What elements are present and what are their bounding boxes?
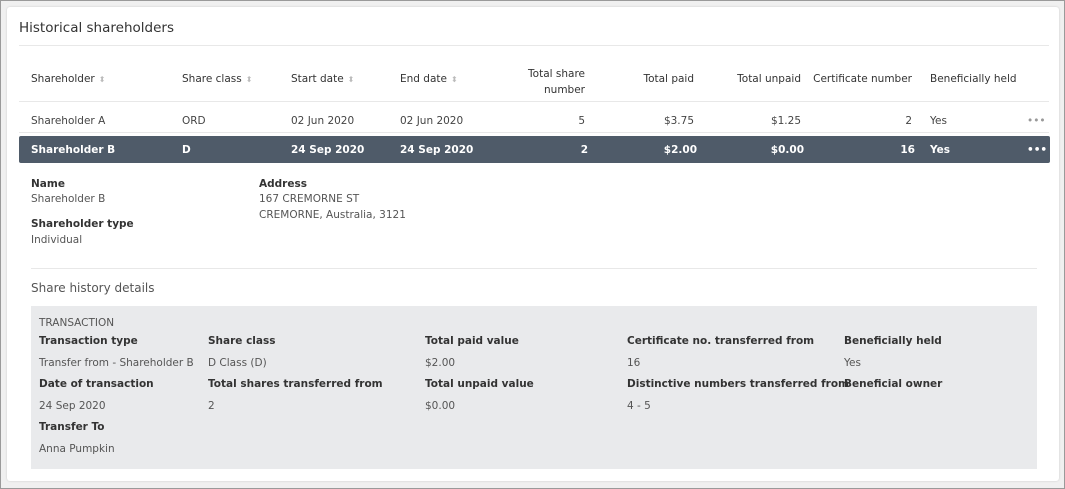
sort-icon: ⬍	[347, 75, 355, 84]
header-total-paid: Total paid	[643, 73, 694, 85]
field-value: 16	[627, 357, 641, 369]
divider	[19, 45, 1049, 46]
transaction-box: TRANSACTION Transaction type Transfer fro…	[31, 306, 1037, 469]
field-label: Total unpaid value	[425, 378, 534, 390]
cell-total-share-number: 2	[580, 144, 588, 156]
share-history-title: Share history details	[31, 281, 155, 295]
sort-icon: ⬍	[245, 75, 253, 84]
table-row-selected[interactable]: Shareholder B D 24 Sep 2020 24 Sep 2020 …	[19, 136, 1050, 163]
field-value: Yes	[844, 357, 861, 369]
address-label: Address	[259, 178, 307, 190]
cell-share-class: D	[182, 144, 191, 156]
header-start-date[interactable]: Start date ⬍	[291, 73, 355, 85]
cell-start-date: 02 Jun 2020	[291, 115, 355, 127]
field-value: 4 - 5	[627, 400, 651, 412]
name-label: Name	[31, 178, 65, 190]
cell-total-share-number: 5	[578, 115, 585, 127]
section-label: TRANSACTION	[39, 317, 115, 329]
divider	[19, 132, 1049, 133]
cell-shareholder: Shareholder A	[31, 115, 106, 127]
header-end-date[interactable]: End date ⬍	[400, 73, 458, 85]
field-value: 2	[208, 400, 215, 412]
cell-total-paid: $3.75	[663, 115, 694, 127]
cell-total-paid: $2.00	[663, 144, 697, 156]
sort-icon: ⬍	[98, 75, 106, 84]
divider	[19, 101, 1049, 102]
address-line1: 167 CREMORNE ST	[259, 193, 360, 205]
header-shareholder[interactable]: Shareholder ⬍	[31, 73, 106, 85]
field-label: Total paid value	[425, 335, 519, 347]
cell-certificate-number: 16	[900, 144, 915, 156]
cell-total-unpaid: $1.25	[770, 115, 801, 127]
cell-end-date: 02 Jun 2020	[400, 115, 464, 127]
cell-total-unpaid: $0.00	[770, 144, 804, 156]
cell-share-class: ORD	[182, 115, 206, 127]
address-line2: CREMORNE, Australia, 3121	[259, 209, 406, 221]
divider	[31, 268, 1037, 269]
sort-icon: ⬍	[450, 75, 458, 84]
cell-end-date: 24 Sep 2020	[400, 144, 474, 156]
cell-certificate-number: 2	[905, 115, 912, 127]
field-value: $2.00	[425, 357, 456, 369]
more-options-icon[interactable]: •••	[1027, 115, 1046, 127]
historical-shareholders-card: Historical shareholders Shareholder ⬍ Sha…	[7, 7, 1059, 481]
type-label: Shareholder type	[31, 218, 134, 230]
field-label: Distinctive numbers transferred from	[627, 378, 849, 390]
field-label: Certificate no. transferred from	[627, 335, 815, 347]
field-label: Transaction type	[39, 335, 138, 347]
field-label: Beneficial owner	[844, 378, 943, 390]
more-options-icon[interactable]: •••	[1027, 144, 1048, 156]
field-value: D Class (D)	[208, 357, 267, 369]
field-label: Beneficially held	[844, 335, 942, 347]
header-beneficially-held: Beneficially held	[930, 73, 1017, 85]
cell-shareholder: Shareholder B	[31, 144, 116, 156]
field-value: Transfer from - Shareholder B	[39, 357, 194, 369]
field-label: Transfer To	[39, 421, 105, 433]
field-label: Share class	[208, 335, 276, 347]
cell-beneficially-held: Yes	[930, 144, 951, 156]
header-certificate-number: Certificate number	[813, 73, 912, 85]
header-total-share-number: Total share number	[528, 68, 585, 96]
field-value: Anna Pumpkin	[39, 443, 115, 455]
header-total-unpaid: Total unpaid	[737, 73, 801, 85]
name-value: Shareholder B	[31, 193, 106, 205]
cell-beneficially-held: Yes	[930, 115, 947, 127]
type-value: Individual	[31, 234, 83, 246]
cell-start-date: 24 Sep 2020	[291, 144, 365, 156]
field-value: 24 Sep 2020	[39, 400, 106, 412]
page-title: Historical shareholders	[19, 20, 174, 36]
header-share-class[interactable]: Share class ⬍	[182, 73, 253, 85]
field-label: Date of transaction	[39, 378, 154, 390]
field-value: $0.00	[425, 400, 456, 412]
field-label: Total shares transferred from	[208, 378, 383, 390]
